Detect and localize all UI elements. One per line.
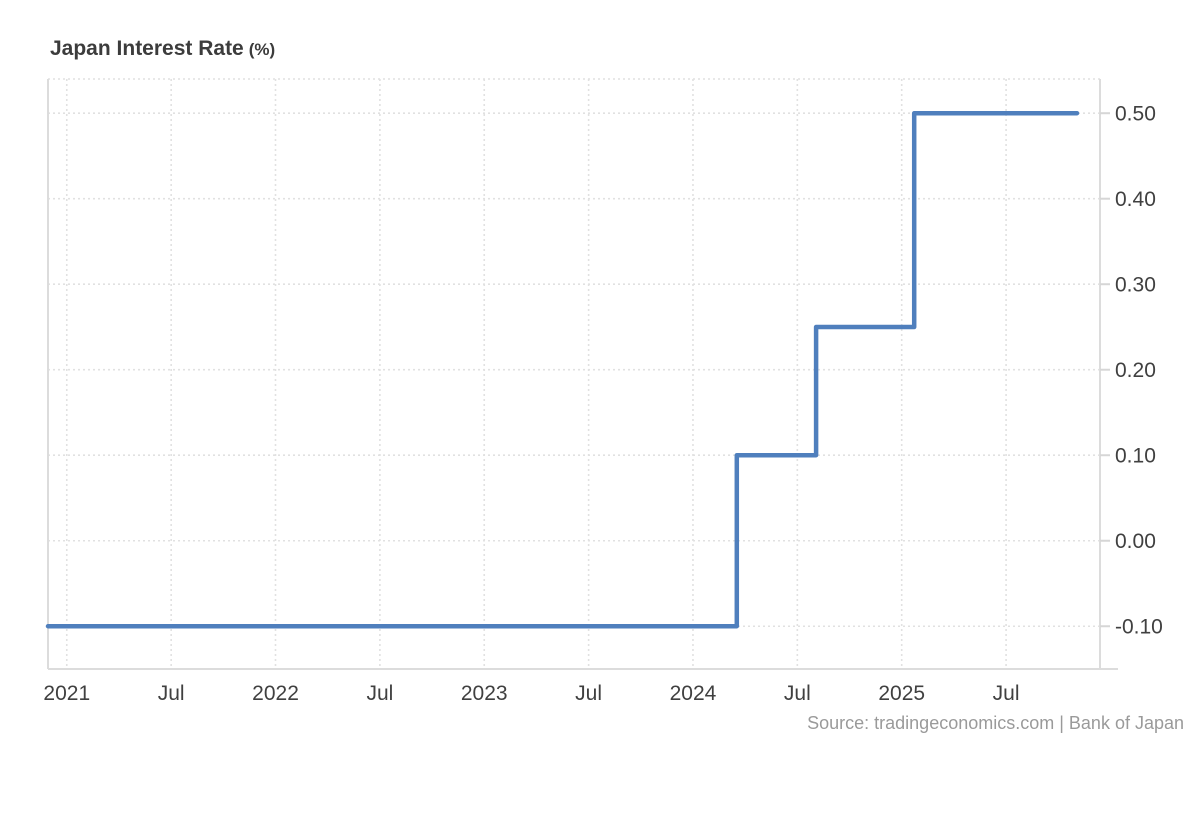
x-tick-label: Jul <box>784 682 811 705</box>
rate-line[interactable] <box>45 110 1080 629</box>
chart-title: Japan Interest Rate (%) <box>50 36 275 63</box>
x-tick-label: 2024 <box>670 682 717 705</box>
y-tick-label: 0.20 <box>1115 359 1156 382</box>
x-tick-label: 2022 <box>252 682 299 705</box>
x-tick-label: 2025 <box>878 682 925 705</box>
x-tick-label: Jul <box>158 682 185 705</box>
y-tick-label: 0.10 <box>1115 445 1156 468</box>
x-tick-label: 2021 <box>43 682 90 705</box>
y-tick-label: -0.10 <box>1115 616 1163 639</box>
y-tick-label: 0.40 <box>1115 188 1156 211</box>
chart-title-text: Japan Interest Rate <box>50 37 244 60</box>
source-text: Source: tradingeconomics.com | Bank of J… <box>807 713 1184 733</box>
x-tick-label: Jul <box>575 682 602 705</box>
y-tick-label: 0.30 <box>1115 274 1156 297</box>
y-tick-label: 0.00 <box>1115 530 1156 553</box>
y-tick-label: 0.50 <box>1115 103 1156 126</box>
x-tick-label: 2023 <box>461 682 508 705</box>
chart-title-unit: (%) <box>248 40 276 59</box>
x-tick-label: Jul <box>993 682 1020 705</box>
x-tick-label: Jul <box>366 682 393 705</box>
